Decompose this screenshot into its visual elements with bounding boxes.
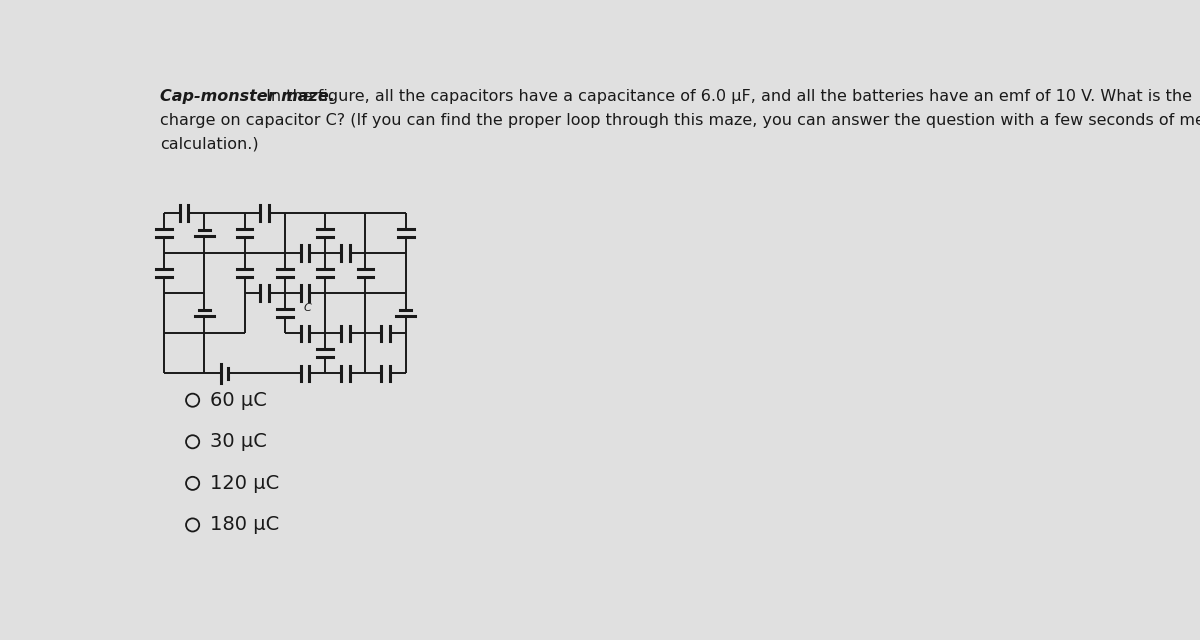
Text: C: C <box>304 303 311 313</box>
Text: 120 μC: 120 μC <box>210 474 280 493</box>
Text: In the figure, all the capacitors have a capacitance of 6.0 μF, and all the batt: In the figure, all the capacitors have a… <box>260 89 1192 104</box>
Text: 30 μC: 30 μC <box>210 432 268 451</box>
Text: Cap-monster maze.: Cap-monster maze. <box>160 89 335 104</box>
Text: 60 μC: 60 μC <box>210 390 268 410</box>
Text: 180 μC: 180 μC <box>210 515 280 534</box>
Text: calculation.): calculation.) <box>160 137 259 152</box>
Text: charge on capacitor C? (If you can find the proper loop through this maze, you c: charge on capacitor C? (If you can find … <box>160 113 1200 128</box>
